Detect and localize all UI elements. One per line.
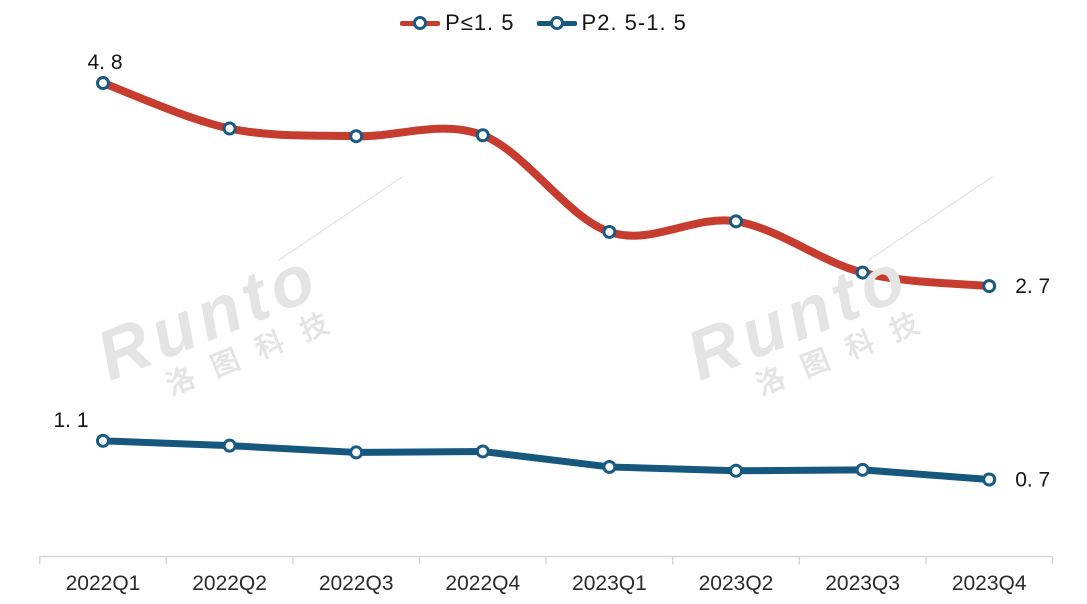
series-line-red [99,79,994,291]
x-axis-label: 2023Q2 [699,572,774,595]
data-point-marker [349,445,364,460]
data-point-marker [855,265,870,280]
data-point-marker [96,76,110,91]
blue-line-marker-icon [536,16,577,30]
point-label-last: 2. 7 [1015,275,1050,298]
red-line-marker-icon [400,16,441,30]
data-point-marker [222,438,237,453]
point-label-first: 4. 8 [87,51,122,74]
legend-label: P≤1. 5 [445,10,515,35]
data-point-marker [855,462,870,477]
x-axis-label: 2023Q3 [825,572,900,595]
legend-label: P2. 5-1. 5 [581,10,687,35]
data-point-marker [729,214,743,229]
data-point-marker [982,279,997,294]
data-point-marker [349,129,364,144]
point-label-last: 0. 7 [1015,469,1050,492]
point-label-first: 1. 1 [53,409,88,432]
legend: P≤1. 5 P2. 5-1. 5 [0,8,1087,38]
data-point-marker [475,444,490,459]
data-point-marker [602,224,617,239]
data-point-marker [96,433,110,448]
legend-item-p-le-1-5[interactable]: P≤1. 5 [400,10,514,36]
legend-item-p2-5-1-5[interactable]: P2. 5-1. 5 [536,10,687,36]
x-axis-label: 2022Q1 [66,572,141,595]
data-point-marker [729,463,743,478]
data-point-marker [602,459,617,474]
x-axis-label: 2023Q4 [952,572,1027,595]
x-axis-label: 2022Q3 [319,572,394,595]
data-point-marker [475,128,490,143]
x-axis-label: 2022Q2 [192,572,267,595]
x-axis-label: 2023Q1 [572,572,647,595]
x-axis-label: 2022Q4 [445,572,520,595]
series-line-blue [99,437,993,484]
data-point-marker [222,121,237,136]
data-point-marker [982,472,997,487]
